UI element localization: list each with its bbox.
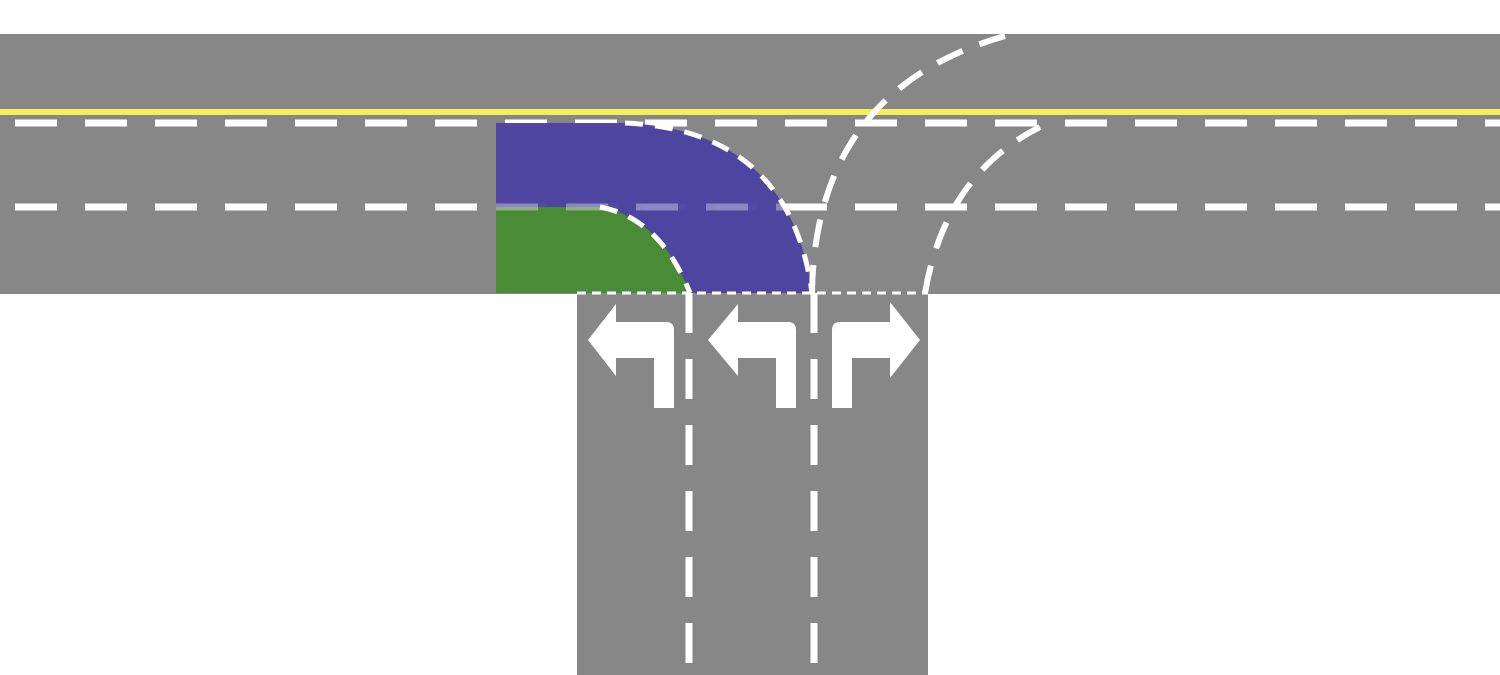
turn-guide-inner	[599, 204, 693, 294]
right-turn-arrow-icon	[832, 302, 920, 408]
left-turn-arrow-icon	[708, 304, 796, 408]
right-turn-guide-outer	[809, 33, 1006, 294]
left-turn-path-blue	[496, 123, 812, 293]
turn-guide-outer	[624, 120, 815, 294]
left-turn-path-green	[496, 207, 690, 293]
right-turn-guide-inner	[922, 124, 1042, 294]
left-turn-arrow-icon	[588, 304, 674, 408]
